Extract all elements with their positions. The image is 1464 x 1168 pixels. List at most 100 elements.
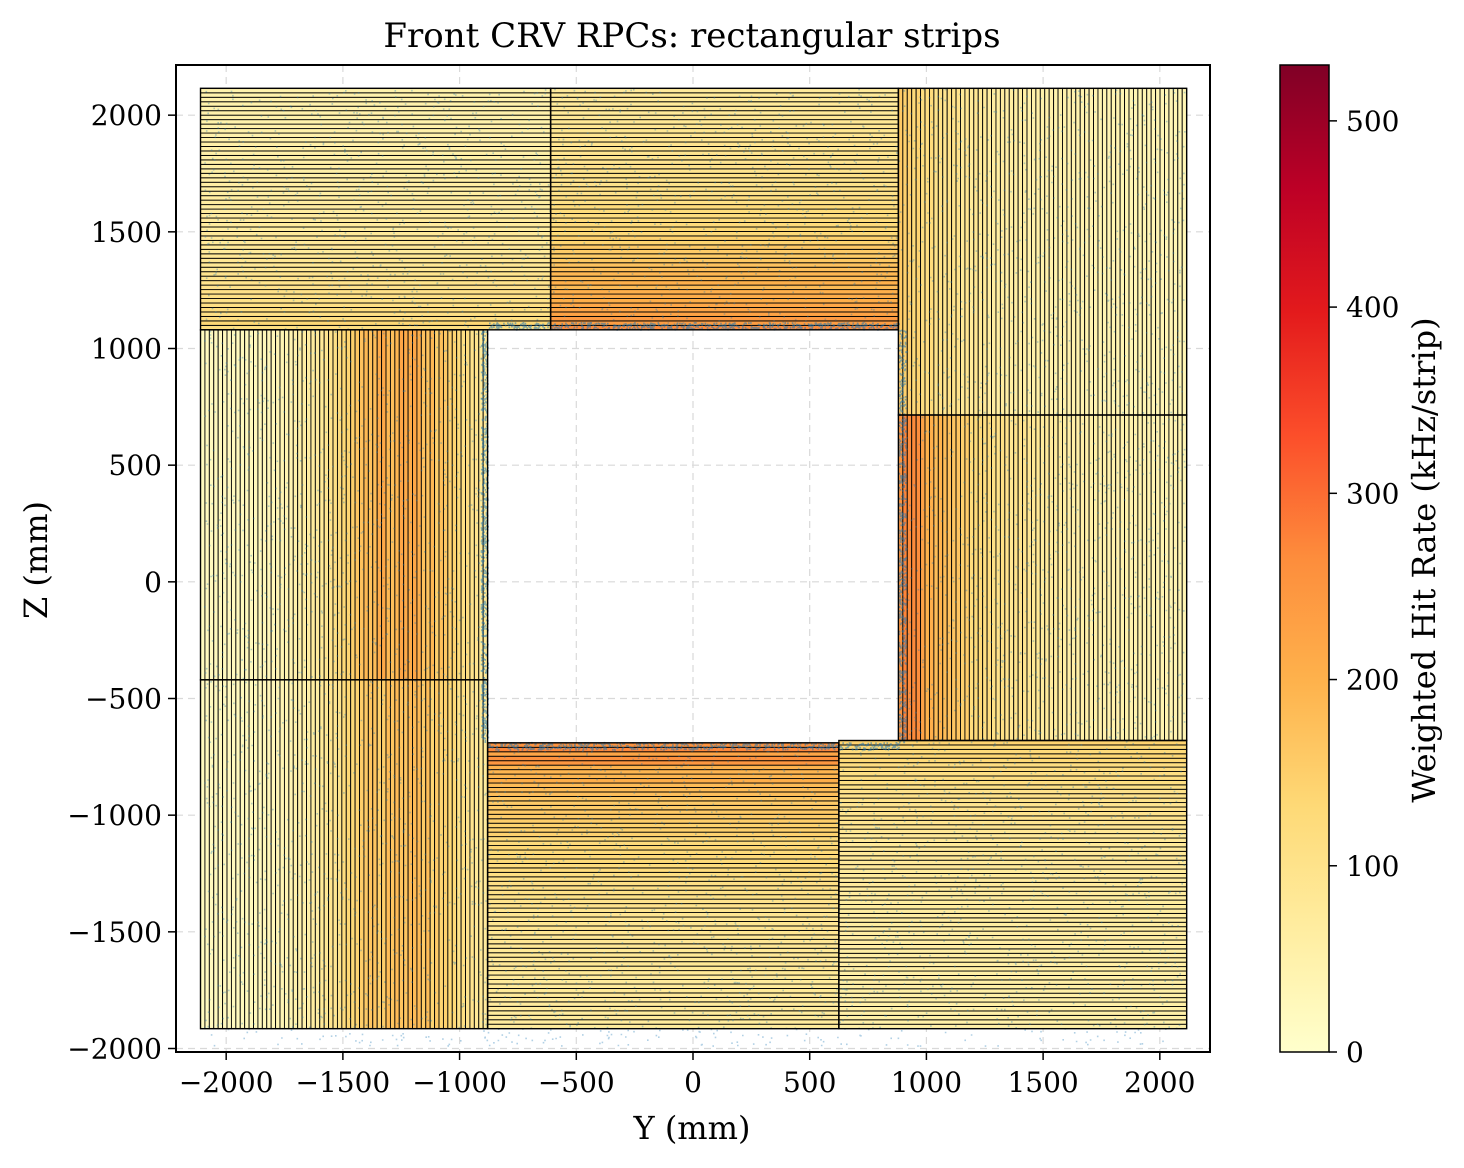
- strip: [487, 840, 840, 847]
- strip: [838, 952, 1188, 959]
- strip: [200, 262, 552, 268]
- strip: [200, 289, 552, 295]
- strip: [261, 329, 268, 681]
- strip: [933, 414, 939, 741]
- strip: [550, 119, 899, 125]
- strip: [550, 298, 899, 304]
- strip: [550, 105, 899, 112]
- strip: [283, 329, 290, 681]
- strip: [487, 791, 840, 797]
- strip: [838, 983, 1188, 990]
- strip: [550, 275, 899, 282]
- strip: [473, 679, 480, 1030]
- strip: [200, 123, 552, 130]
- strip: [1057, 414, 1063, 741]
- strip: [1066, 87, 1072, 416]
- strip: [200, 181, 552, 188]
- strip: [838, 757, 1188, 764]
- strip: [1141, 87, 1148, 416]
- strip: [838, 846, 1188, 852]
- strip: [487, 1019, 840, 1025]
- strip: [487, 804, 840, 811]
- strip: [200, 92, 552, 98]
- y-tick-label: 1500: [91, 216, 162, 249]
- strip: [550, 257, 899, 264]
- y-axis-ticks: −2000 −1500 −1000 −500 0 500 1000 1500 2000: [67, 99, 176, 1066]
- strip: [487, 925, 840, 931]
- x-tick-label: −2000: [179, 1066, 274, 1099]
- strip: [1084, 414, 1090, 741]
- y-tick-label: 0: [144, 566, 162, 599]
- strip: [1155, 414, 1161, 741]
- strip: [838, 771, 1188, 777]
- strip: [385, 679, 391, 1030]
- x-axis-ticks: −2000 −1500 −1000 −500 0 500 1000 1500 2000: [179, 1052, 1195, 1099]
- strip: [341, 329, 347, 681]
- strip: [1097, 414, 1103, 741]
- x-axis-label: Y (mm): [633, 1109, 751, 1147]
- strip: [1177, 414, 1183, 741]
- strip: [487, 1001, 840, 1007]
- strip: [487, 889, 840, 896]
- strip: [473, 329, 480, 681]
- strip: [200, 298, 552, 304]
- strip: [1128, 414, 1134, 741]
- strip: [208, 679, 215, 1030]
- strip: [217, 329, 224, 681]
- strip: [487, 827, 840, 833]
- strip: [363, 329, 369, 681]
- strip: [550, 280, 899, 286]
- colorbar-tick-label: 500: [1346, 105, 1399, 138]
- strip: [550, 222, 899, 228]
- strip: [407, 329, 413, 681]
- strip: [1030, 414, 1037, 741]
- strip: [550, 190, 899, 197]
- strip: [838, 877, 1188, 883]
- strip: [1097, 87, 1103, 416]
- strip: [1168, 87, 1174, 416]
- strip: [550, 168, 899, 174]
- strip: [200, 208, 552, 215]
- strip: [412, 329, 418, 681]
- strip: [301, 329, 307, 681]
- strip: [429, 329, 436, 681]
- strip: [838, 886, 1188, 892]
- strip: [200, 248, 552, 255]
- strip: [359, 679, 365, 1030]
- strip: [1146, 414, 1152, 741]
- strip: [1079, 87, 1086, 416]
- strip: [1022, 87, 1028, 416]
- strip: [838, 948, 1188, 954]
- strip: [200, 253, 552, 259]
- strip: [838, 824, 1188, 830]
- strip: [1008, 414, 1015, 741]
- strip: [550, 271, 899, 277]
- strip: [478, 679, 484, 1030]
- strip: [550, 96, 899, 103]
- strip: [425, 679, 431, 1030]
- strip: [200, 114, 552, 121]
- strip: [288, 329, 294, 681]
- strip: [403, 679, 409, 1030]
- strip: [487, 769, 840, 775]
- strip: [200, 266, 552, 273]
- strip: [550, 248, 899, 255]
- strip: [838, 766, 1188, 772]
- strip: [257, 329, 263, 681]
- strip: [838, 744, 1188, 750]
- strip: [1039, 414, 1046, 741]
- strip: [1101, 87, 1108, 416]
- strip: [550, 204, 899, 210]
- strip: [920, 414, 926, 741]
- strip: [200, 172, 552, 179]
- strip: [838, 881, 1188, 888]
- strip: [239, 679, 246, 1030]
- strip: [838, 806, 1188, 812]
- strip: [1132, 87, 1139, 416]
- strip: [230, 329, 237, 681]
- strip: [924, 87, 930, 416]
- strip: [372, 679, 378, 1030]
- strip: [838, 979, 1188, 985]
- strip: [838, 784, 1188, 790]
